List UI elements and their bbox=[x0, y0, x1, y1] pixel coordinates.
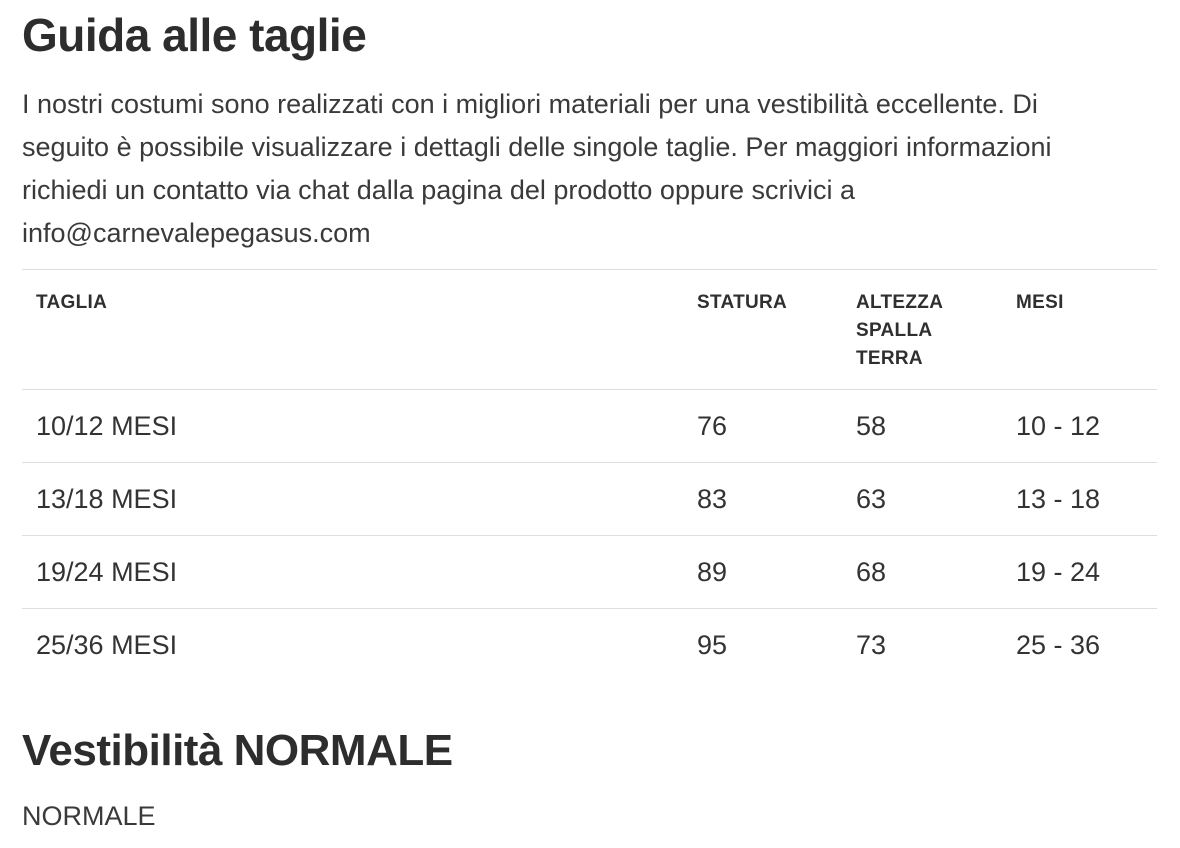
fit-value-label: NORMALE bbox=[22, 801, 156, 832]
table-row: 19/24 MESI 89 68 19 - 24 bbox=[22, 535, 1157, 609]
cell-mesi: 19 - 24 bbox=[1002, 535, 1157, 609]
table-row: 25/36 MESI 95 73 25 - 36 bbox=[22, 608, 1157, 682]
cell-mesi: 10 - 12 bbox=[1016, 411, 1101, 442]
cell-altezza: 58 bbox=[856, 411, 887, 442]
column-header-altezza-spalla-terra: ALTEZZA SPALLA TERRA bbox=[842, 269, 1002, 391]
intro-paragraph: I nostri costumi sono realizzati con i m… bbox=[22, 83, 1122, 255]
cell-taglia: 10/12 MESI bbox=[36, 411, 178, 442]
column-header-mesi: MESI bbox=[1002, 269, 1157, 391]
cell-statura: 95 bbox=[683, 608, 842, 682]
cell-altezza: 63 bbox=[842, 462, 1002, 536]
cell-taglia: 19/24 MESI bbox=[22, 535, 683, 609]
cell-statura: 89 bbox=[683, 535, 842, 609]
size-table-body: 10/12 MESI 76 58 10 - 12 13/18 MESI 83 6… bbox=[22, 390, 1157, 682]
contact-email: info@carnevalepegasus.com bbox=[22, 218, 371, 249]
cell-statura: 83 bbox=[683, 462, 842, 536]
cell-altezza: 68 bbox=[842, 535, 1002, 609]
cell-mesi: 13 - 18 bbox=[1002, 462, 1157, 536]
cell-statura: 76 bbox=[697, 411, 728, 442]
cell-mesi: 25 - 36 bbox=[1002, 608, 1157, 682]
table-row: 13/18 MESI 83 63 13 - 18 bbox=[22, 462, 1157, 536]
table-row: 10/12 MESI 76 58 10 - 12 bbox=[22, 390, 1157, 463]
cell-altezza: 73 bbox=[842, 608, 1002, 682]
cell-taglia: 25/36 MESI bbox=[22, 608, 683, 682]
header-row: TAGLIA STATURA ALTEZZA SPALLA TERRA MESI bbox=[22, 269, 1157, 391]
column-header-taglia: TAGLIA bbox=[22, 269, 683, 391]
intro-text: I nostri costumi sono realizzati con i m… bbox=[22, 89, 1052, 206]
cell-taglia: 13/18 MESI bbox=[22, 462, 683, 536]
size-table-header: TAGLIA STATURA ALTEZZA SPALLA TERRA MESI bbox=[22, 269, 1157, 391]
size-table: TAGLIA STATURA ALTEZZA SPALLA TERRA MESI… bbox=[22, 269, 1157, 682]
fit-section-heading: Vestibilità NORMALE bbox=[22, 726, 453, 776]
column-header-statura: STATURA bbox=[683, 269, 842, 391]
page-title: Guida alle taglie bbox=[22, 9, 367, 61]
